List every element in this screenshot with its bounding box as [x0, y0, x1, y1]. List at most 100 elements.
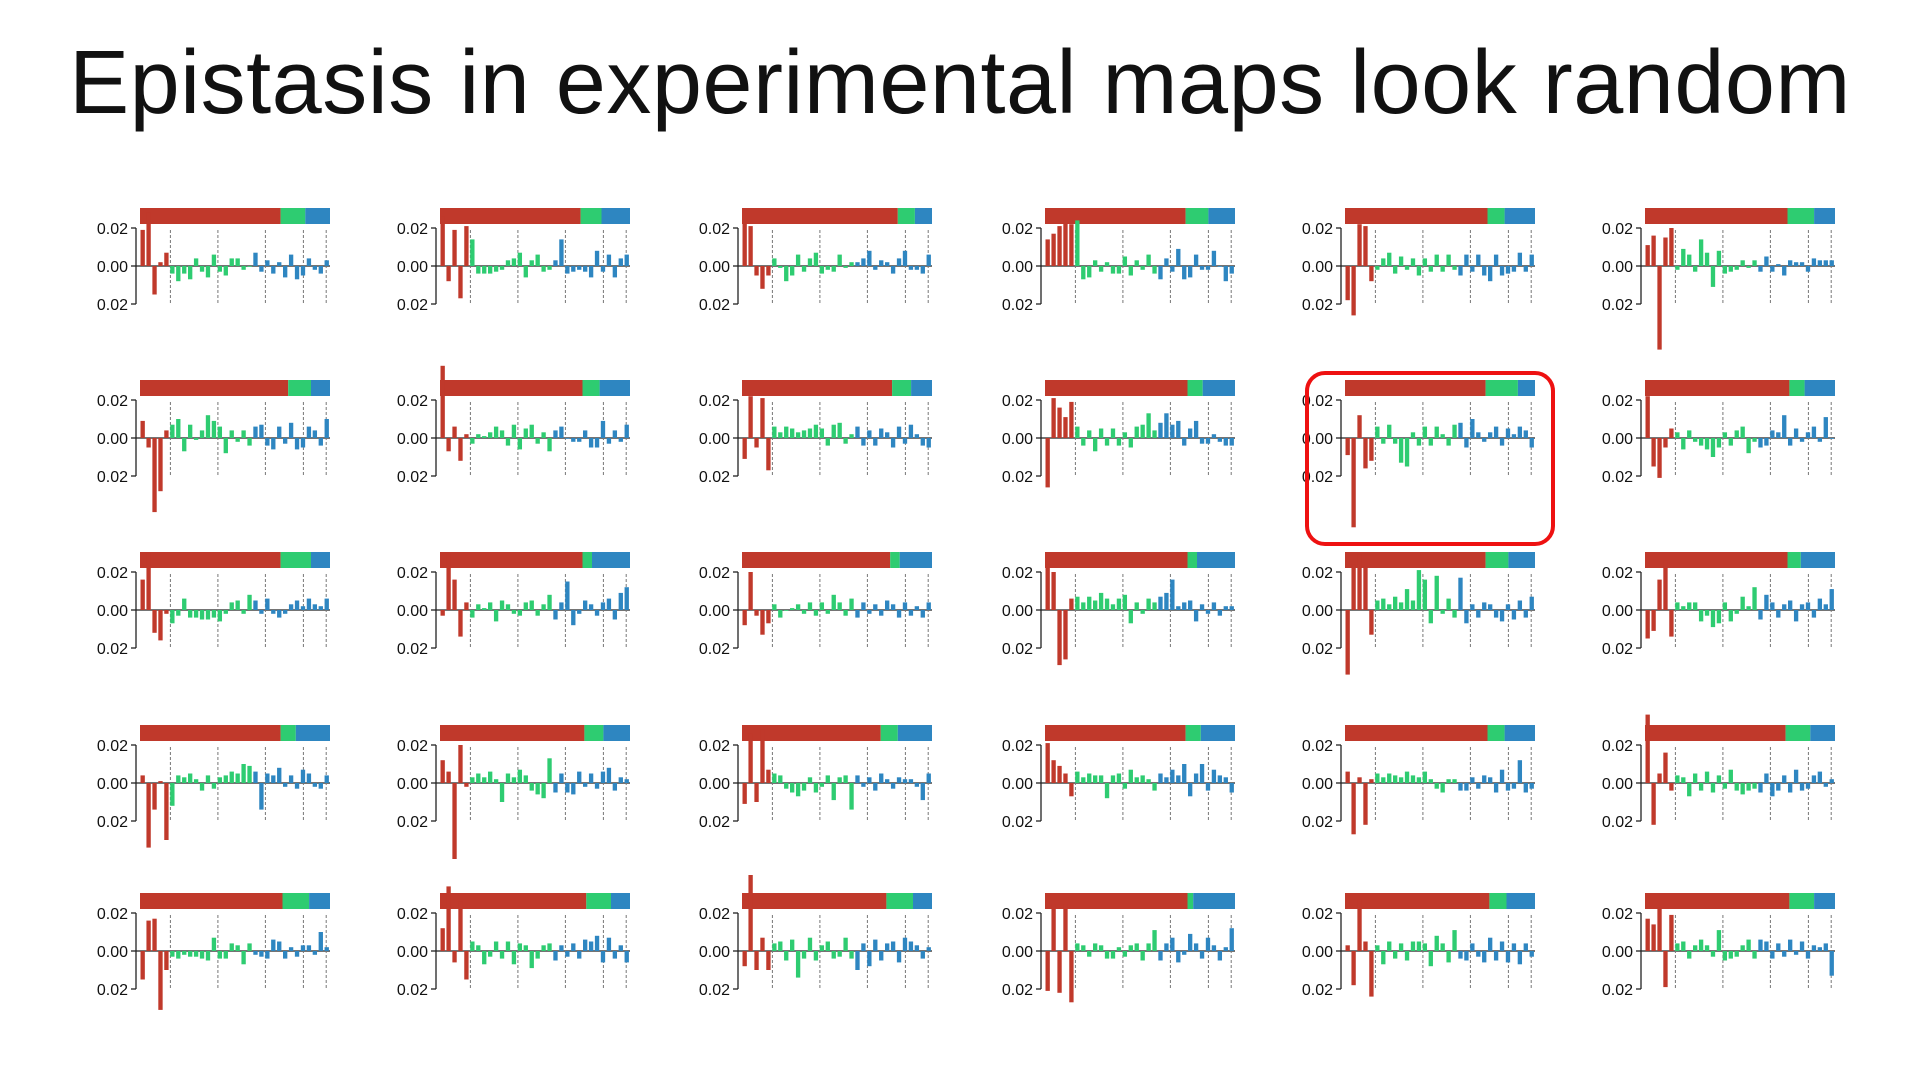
- bar: [1422, 579, 1428, 610]
- bar: [801, 430, 807, 438]
- group-bar-3: [1800, 552, 1835, 568]
- bar: [217, 426, 223, 438]
- bar: [1728, 266, 1733, 272]
- bar: [182, 951, 187, 955]
- y-tick-label: 0.00: [97, 603, 128, 620]
- bar: [1645, 396, 1650, 438]
- bar: [1829, 779, 1834, 783]
- bar: [517, 252, 523, 266]
- bar: [1770, 783, 1775, 797]
- bar: [300, 266, 306, 276]
- bar: [583, 783, 588, 787]
- bar: [1728, 610, 1733, 622]
- bar: [1657, 266, 1662, 350]
- bar: [795, 254, 801, 266]
- bar: [902, 602, 908, 610]
- bar: [1488, 604, 1493, 610]
- bar: [541, 604, 546, 610]
- y-tick-label: 0.00: [397, 431, 428, 448]
- bar: [1698, 610, 1704, 622]
- bar: [1529, 951, 1534, 957]
- bar: [1063, 417, 1068, 438]
- y-tick-label: 0.00: [397, 603, 428, 620]
- bar: [1645, 610, 1650, 639]
- bar: [837, 777, 842, 783]
- bar: [1529, 254, 1534, 266]
- y-tick-label: 0.02: [1302, 565, 1333, 582]
- bar: [1422, 258, 1428, 266]
- group-bar-1: [742, 380, 893, 396]
- bar: [511, 951, 517, 965]
- bar: [1817, 260, 1823, 266]
- bar: [529, 424, 534, 438]
- bar: [553, 610, 558, 620]
- bar: [1663, 951, 1668, 988]
- group-bar-3: [897, 725, 932, 741]
- bar: [553, 430, 558, 438]
- y-tick-label: 0.02: [397, 641, 428, 658]
- bar: [1687, 602, 1692, 610]
- y-tick-label: 0.00: [699, 431, 730, 448]
- bar: [547, 758, 552, 783]
- bar: [1182, 266, 1187, 280]
- bar: [1205, 783, 1211, 791]
- bar: [306, 426, 312, 438]
- group-bar-3: [913, 893, 932, 909]
- bar: [1164, 592, 1169, 610]
- bar: [1422, 771, 1428, 783]
- bar: [1134, 943, 1139, 951]
- group-bar-1: [742, 893, 887, 909]
- bar: [559, 773, 564, 783]
- bar: [523, 266, 528, 278]
- bar: [890, 783, 896, 789]
- bar: [464, 226, 469, 266]
- bar: [890, 438, 896, 448]
- bar: [523, 428, 528, 438]
- bar: [606, 767, 612, 783]
- bar: [1452, 779, 1457, 783]
- bar: [199, 610, 205, 620]
- bar: [1398, 256, 1404, 266]
- bar: [1657, 438, 1662, 478]
- bar: [1081, 945, 1086, 951]
- bar: [488, 602, 493, 610]
- bar: [606, 254, 612, 266]
- bar: [1793, 951, 1799, 955]
- bar: [571, 783, 576, 795]
- bar: [843, 266, 848, 268]
- bar: [1199, 764, 1205, 783]
- bar: [1651, 610, 1656, 631]
- bar: [1223, 777, 1228, 783]
- bar: [271, 266, 276, 274]
- bar: [1476, 783, 1481, 789]
- bar: [1764, 256, 1769, 266]
- bar: [283, 610, 288, 614]
- y-tick-label: 0.02: [1602, 814, 1633, 831]
- y-tick-label: 0.00: [1002, 259, 1033, 276]
- bar: [1740, 260, 1745, 266]
- bar: [861, 258, 866, 266]
- bar: [807, 258, 813, 266]
- bar: [1782, 266, 1787, 276]
- bar: [1511, 266, 1517, 272]
- bar: [1788, 438, 1793, 446]
- bar: [807, 777, 813, 783]
- bar: [1811, 610, 1817, 618]
- bar: [505, 773, 511, 783]
- bar: [229, 771, 234, 783]
- bar: [795, 783, 801, 797]
- bar: [879, 773, 884, 783]
- group-bar-1: [440, 380, 583, 396]
- y-tick-label: 0.02: [397, 393, 428, 410]
- bar: [1452, 266, 1457, 270]
- bar: [1229, 606, 1234, 610]
- bar: [1357, 554, 1362, 610]
- bar: [926, 254, 931, 266]
- bar: [1693, 266, 1698, 272]
- bar: [760, 266, 765, 289]
- bar: [253, 252, 258, 266]
- bar: [205, 951, 211, 961]
- bar: [1093, 600, 1098, 610]
- bar: [571, 438, 576, 442]
- bar: [748, 875, 753, 951]
